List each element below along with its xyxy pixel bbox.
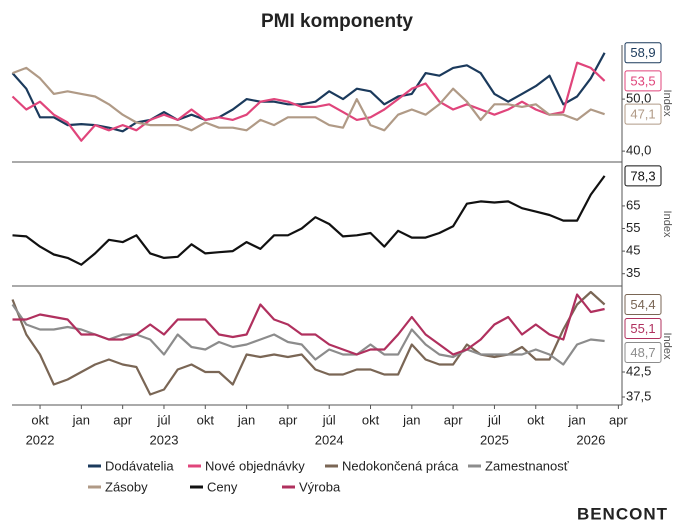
end-label: 53,5 <box>630 73 655 88</box>
y-tick-label: 35 <box>626 265 640 280</box>
y-tick-label: 65 <box>626 197 640 212</box>
end-label: 47,1 <box>630 107 655 122</box>
legend-label: Dodávatelia <box>105 458 174 473</box>
end-label-box <box>624 165 662 187</box>
end-label: 54,4 <box>630 297 655 312</box>
x-tick-label: júl <box>487 412 501 427</box>
y-axis-label: Index <box>661 90 673 117</box>
end-label: 58,9 <box>630 45 655 60</box>
end-label-box <box>624 70 662 92</box>
x-tick-label: júl <box>322 412 336 427</box>
legend-label: Zamestnanosť <box>485 458 569 473</box>
x-year-label: 2023 <box>150 432 179 447</box>
legend-label: Nedokončená práca <box>342 458 459 473</box>
y-tick-label: 45 <box>626 243 640 258</box>
x-tick-label: apr <box>444 412 463 427</box>
x-year-label: 2024 <box>315 432 344 447</box>
series-line <box>12 293 605 356</box>
end-label-box <box>624 42 662 64</box>
end-label-box <box>624 103 662 125</box>
series-line <box>12 175 606 266</box>
x-year-label: 2026 <box>576 432 605 447</box>
series-line <box>12 66 605 132</box>
x-tick-label: okt <box>31 412 49 427</box>
series-line <box>11 61 606 142</box>
y-axis-label: Index <box>661 333 673 360</box>
x-tick-label: jan <box>567 412 585 427</box>
x-tick-label: jan <box>402 412 420 427</box>
y-tick-label: 40,0 <box>626 143 651 158</box>
end-label-box <box>624 342 662 363</box>
x-tick-label: jan <box>237 412 255 427</box>
x-tick-label: apr <box>279 412 298 427</box>
y-tick-label: 50,0 <box>626 91 651 106</box>
series-line <box>11 52 606 133</box>
legend-label: Nové objednávky <box>205 458 305 473</box>
x-tick-label: apr <box>609 412 628 427</box>
x-tick-label: apr <box>113 412 132 427</box>
end-label: 48,7 <box>630 345 655 360</box>
y-tick-label: 42,5 <box>626 363 651 378</box>
end-label-box <box>624 294 662 315</box>
x-tick-label: okt <box>197 412 215 427</box>
x-tick-label: okt <box>527 412 545 427</box>
x-tick-label: okt <box>362 412 380 427</box>
source-logo: BENCONT <box>577 504 668 523</box>
end-label: 78,3 <box>630 168 655 183</box>
y-tick-label: 37,5 <box>626 388 651 403</box>
end-label-box <box>624 318 662 339</box>
x-year-label: 2022 <box>26 432 55 447</box>
legend-label: Výroba <box>299 479 341 494</box>
end-label: 55,1 <box>630 321 655 336</box>
y-tick-label: 55 <box>626 220 640 235</box>
x-tick-label: júl <box>156 412 170 427</box>
legend-label: Ceny <box>207 479 238 494</box>
legend-label: Zásoby <box>105 479 148 494</box>
x-tick-label: jan <box>72 412 90 427</box>
chart-title: PMI komponenty <box>261 11 413 32</box>
series-line <box>11 290 606 396</box>
x-year-label: 2025 <box>480 432 509 447</box>
y-axis-label: Index <box>661 211 673 238</box>
